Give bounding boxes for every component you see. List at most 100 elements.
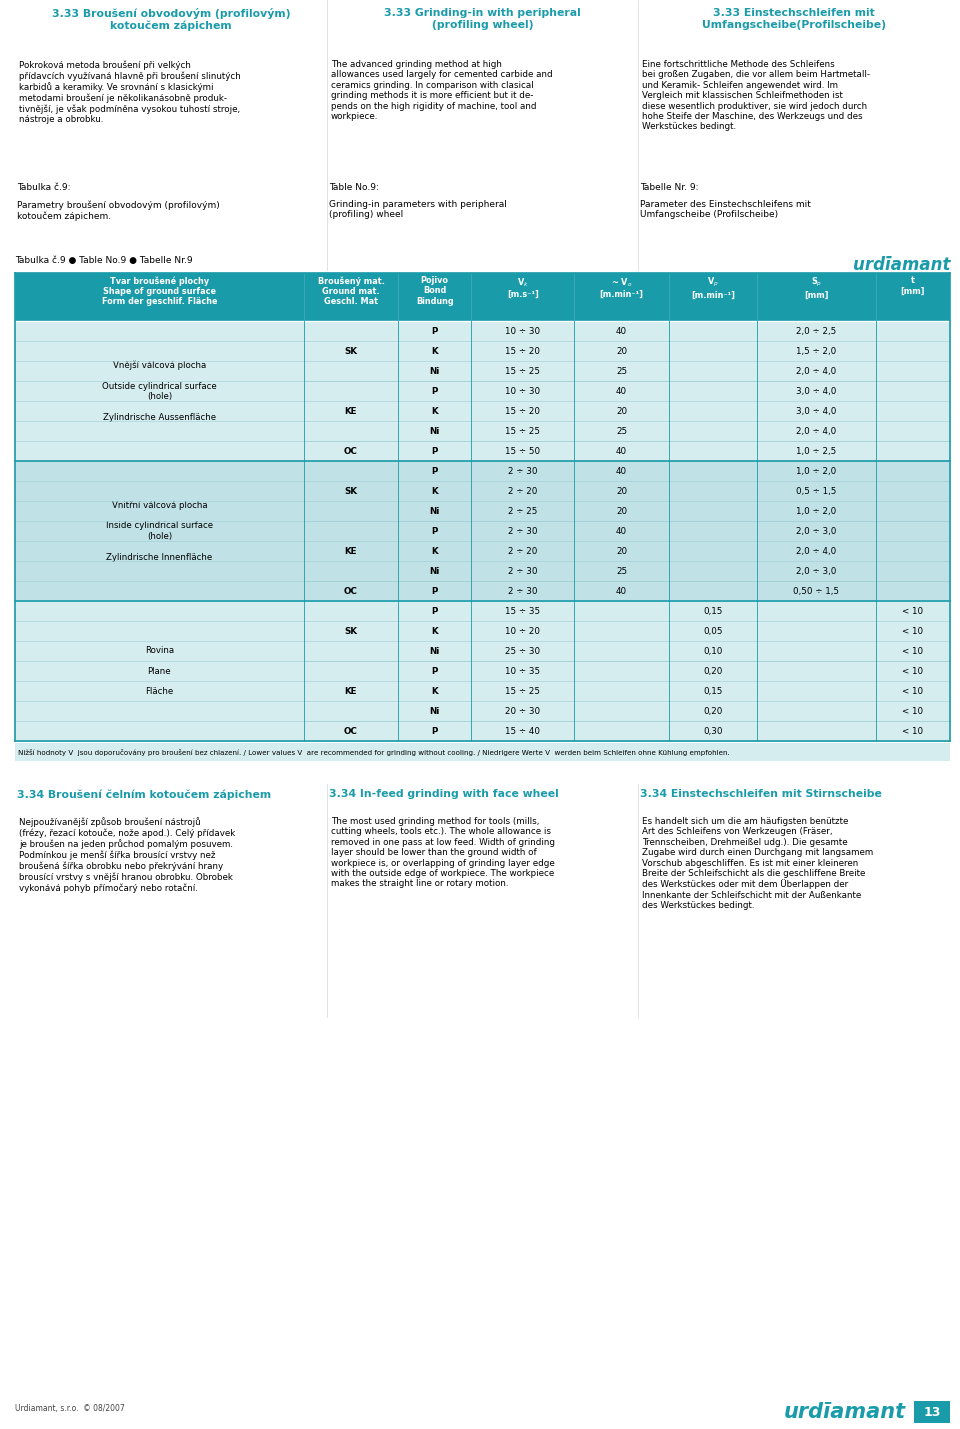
Text: 2,0 ÷ 3,0: 2,0 ÷ 3,0 (796, 566, 836, 576)
Text: 10 ÷ 30: 10 ÷ 30 (505, 386, 540, 396)
Text: 3,0 ÷ 4,0: 3,0 ÷ 4,0 (796, 386, 836, 396)
Text: 3.33 Broušení obvodovým (profilovým)
kotoučem zápichem: 3.33 Broušení obvodovým (profilovým) kot… (52, 9, 290, 31)
Text: Grinding-in parameters with peripheral
(profiling) wheel: Grinding-in parameters with peripheral (… (328, 200, 507, 220)
Text: KE: KE (345, 546, 357, 556)
Text: SK: SK (345, 486, 357, 496)
Text: 20: 20 (616, 506, 627, 516)
Text: Ni: Ni (429, 706, 440, 716)
Text: 13: 13 (924, 1406, 941, 1419)
Text: 15 ÷ 50: 15 ÷ 50 (505, 446, 540, 456)
Text: SK: SK (345, 626, 357, 636)
Bar (15, 602, 950, 742)
Text: ~ V$_o$
[m.min⁻¹]: ~ V$_o$ [m.min⁻¹] (600, 276, 643, 299)
Text: 2,0 ÷ 4,0: 2,0 ÷ 4,0 (796, 366, 836, 376)
Text: 2 ÷ 25: 2 ÷ 25 (508, 506, 538, 516)
Text: Ni: Ni (429, 426, 440, 436)
Text: 40: 40 (616, 466, 627, 476)
Text: 10 ÷ 20: 10 ÷ 20 (505, 626, 540, 636)
Text: P: P (431, 526, 438, 536)
Text: urdīamant: urdīamant (784, 1402, 906, 1422)
Text: 25: 25 (616, 566, 627, 576)
Text: OC: OC (344, 726, 358, 736)
Text: P: P (431, 606, 438, 616)
Text: Eine fortschrittliche Methode des Schleifens
bei großen Zugaben, die vor allem b: Eine fortschrittliche Methode des Schlei… (642, 60, 871, 131)
Text: t
[mm]: t [mm] (900, 276, 925, 296)
Bar (15, 462, 950, 602)
Text: 25 ÷ 30: 25 ÷ 30 (505, 646, 540, 656)
Text: 2 ÷ 20: 2 ÷ 20 (508, 546, 538, 556)
Text: Tabelle Nr. 9:: Tabelle Nr. 9: (640, 183, 699, 191)
Text: Nejpoužívanější způsob broušení nástrojů
(frézy, řezací kotouče, nože apod.). Ce: Nejpoužívanější způsob broušení nástrojů… (19, 817, 235, 893)
Text: Rovina

Plane

Fläche: Rovina Plane Fläche (145, 646, 174, 696)
Text: 3.33 Einstechschleifen mit
Umfangscheibe(Profilscheibe): 3.33 Einstechschleifen mit Umfangscheibe… (702, 9, 886, 30)
Text: SK: SK (345, 346, 357, 356)
Text: 20: 20 (616, 406, 627, 416)
Text: 0,5 ÷ 1,5: 0,5 ÷ 1,5 (796, 486, 836, 496)
Bar (15, 273, 950, 322)
Text: 20: 20 (616, 346, 627, 356)
Text: 40: 40 (616, 326, 627, 336)
Bar (914, 1400, 950, 1423)
Text: 2,0 ÷ 2,5: 2,0 ÷ 2,5 (796, 326, 836, 336)
Text: V$_k$
[m.s⁻¹]: V$_k$ [m.s⁻¹] (507, 276, 539, 299)
Text: 25: 25 (616, 426, 627, 436)
Text: OC: OC (344, 586, 358, 596)
Text: < 10: < 10 (902, 666, 924, 676)
Text: K: K (431, 546, 438, 556)
Text: 2 ÷ 30: 2 ÷ 30 (508, 526, 538, 536)
Text: 0,10: 0,10 (703, 646, 723, 656)
Text: 2 ÷ 30: 2 ÷ 30 (508, 586, 538, 596)
Text: 2 ÷ 30: 2 ÷ 30 (508, 566, 538, 576)
Text: Ni: Ni (429, 566, 440, 576)
Text: The advanced grinding method at high
allowances used largely for cemented carbid: The advanced grinding method at high all… (330, 60, 552, 121)
Text: P: P (431, 386, 438, 396)
Text: 20 ÷ 30: 20 ÷ 30 (505, 706, 540, 716)
Text: The most used grinding method for tools (mills,
cutting wheels, tools etc.). The: The most used grinding method for tools … (330, 817, 555, 889)
Text: 10 ÷ 35: 10 ÷ 35 (505, 666, 540, 676)
Text: 2 ÷ 30: 2 ÷ 30 (508, 466, 538, 476)
Text: 0,05: 0,05 (703, 626, 723, 636)
Text: Broušený mat.
Ground mat.
Geschl. Mat: Broušený mat. Ground mat. Geschl. Mat (318, 276, 384, 306)
Text: KE: KE (345, 406, 357, 416)
Text: Urdiamant, s.r.o.  © 08/2007: Urdiamant, s.r.o. © 08/2007 (15, 1405, 125, 1413)
Text: 25: 25 (616, 366, 627, 376)
Text: 15 ÷ 20: 15 ÷ 20 (505, 406, 540, 416)
Text: 1,0 ÷ 2,0: 1,0 ÷ 2,0 (796, 466, 836, 476)
Text: 15 ÷ 35: 15 ÷ 35 (505, 606, 540, 616)
Text: P: P (431, 666, 438, 676)
Text: < 10: < 10 (902, 606, 924, 616)
Text: Tabulka č.9 ● Table No.9 ● Tabelle Nr.9: Tabulka č.9 ● Table No.9 ● Tabelle Nr.9 (15, 256, 193, 264)
Text: 3.34 In-feed grinding with face wheel: 3.34 In-feed grinding with face wheel (328, 789, 559, 799)
Text: 40: 40 (616, 446, 627, 456)
Text: 40: 40 (616, 526, 627, 536)
Text: 2,0 ÷ 4,0: 2,0 ÷ 4,0 (796, 426, 836, 436)
Text: 15 ÷ 40: 15 ÷ 40 (505, 726, 540, 736)
Text: K: K (431, 686, 438, 696)
Text: Vnější válcová plocha

Outside cylindrical surface
(hole)

Zylindrische Aussenfl: Vnější válcová plocha Outside cylindrica… (102, 360, 217, 422)
Text: P: P (431, 446, 438, 456)
Text: Tabulka č.9:: Tabulka č.9: (17, 183, 70, 191)
Text: Nižší hodnoty V  jsou doporučovány pro broušení bez chlazení. / Lower values V  : Nižší hodnoty V jsou doporučovány pro br… (18, 749, 730, 756)
Text: 3.34 Broušení čelním kotoučem zápichem: 3.34 Broušení čelním kotoučem zápichem (17, 789, 271, 799)
Text: Ni: Ni (429, 646, 440, 656)
Text: < 10: < 10 (902, 686, 924, 696)
Text: 1,0 ÷ 2,5: 1,0 ÷ 2,5 (796, 446, 836, 456)
Text: 10 ÷ 30: 10 ÷ 30 (505, 326, 540, 336)
Text: OC: OC (344, 446, 358, 456)
Text: 2,0 ÷ 4,0: 2,0 ÷ 4,0 (796, 546, 836, 556)
Text: 15 ÷ 20: 15 ÷ 20 (505, 346, 540, 356)
Text: 0,15: 0,15 (703, 606, 723, 616)
Text: P: P (431, 326, 438, 336)
Text: urdīamant: urdīamant (852, 256, 950, 274)
Text: Es handelt sich um die am häufigsten benützte
Art des Schleifens von Werkzeugen : Es handelt sich um die am häufigsten ben… (642, 817, 874, 910)
Text: 40: 40 (616, 586, 627, 596)
Text: 15 ÷ 25: 15 ÷ 25 (505, 426, 540, 436)
Text: < 10: < 10 (902, 726, 924, 736)
Text: 0,20: 0,20 (703, 706, 723, 716)
Text: KE: KE (345, 686, 357, 696)
Text: K: K (431, 626, 438, 636)
Text: 40: 40 (616, 386, 627, 396)
Text: Pokroková metoda broušení při velkých
přídavcích využívaná hlavně při broušení s: Pokroková metoda broušení při velkých př… (19, 60, 241, 124)
Text: 0,15: 0,15 (703, 686, 723, 696)
Text: < 10: < 10 (902, 646, 924, 656)
